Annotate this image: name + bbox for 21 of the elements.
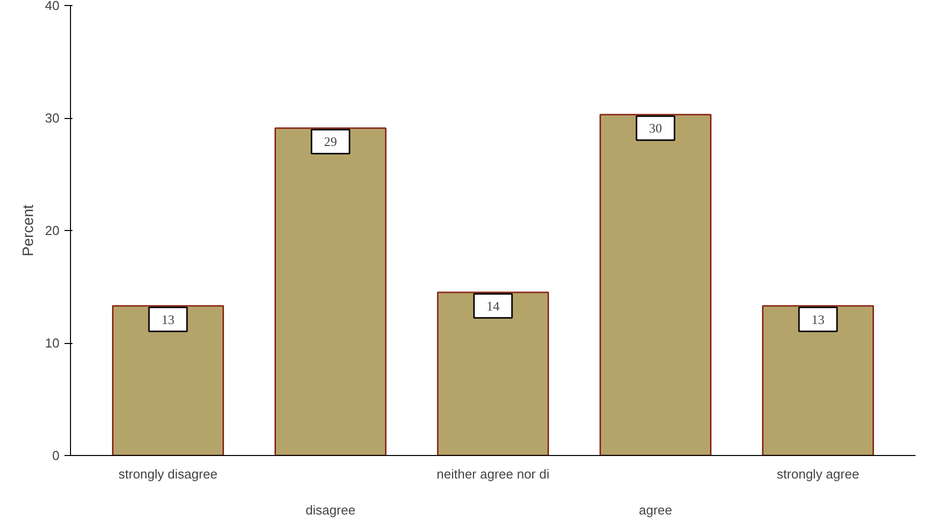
- data-label: 29: [324, 134, 337, 150]
- x-tick-label: neither agree nor di: [436, 466, 550, 482]
- y-tick-label: 40: [45, 0, 60, 13]
- data-label: 13: [812, 312, 824, 327]
- x-tick-label: strongly agree: [776, 466, 860, 482]
- y-tick-label: 0: [52, 448, 60, 463]
- y-tick-label: 10: [45, 336, 60, 350]
- y-tick-label: 30: [45, 110, 60, 126]
- bar: [112, 305, 224, 456]
- bar: [762, 305, 874, 456]
- bar: [600, 114, 712, 456]
- x-tick-label: strongly disagree: [118, 466, 218, 482]
- y-tick-label: 20: [45, 223, 60, 238]
- y-axis-title: Percent: [20, 204, 38, 256]
- bar: [437, 292, 549, 456]
- data-label: 14: [486, 298, 500, 314]
- bar: [274, 127, 386, 456]
- x-tick-label: agree: [638, 502, 672, 518]
- x-tick-label: disagree: [306, 502, 356, 518]
- data-label: 30: [649, 120, 662, 136]
- data-label: 13: [162, 312, 174, 327]
